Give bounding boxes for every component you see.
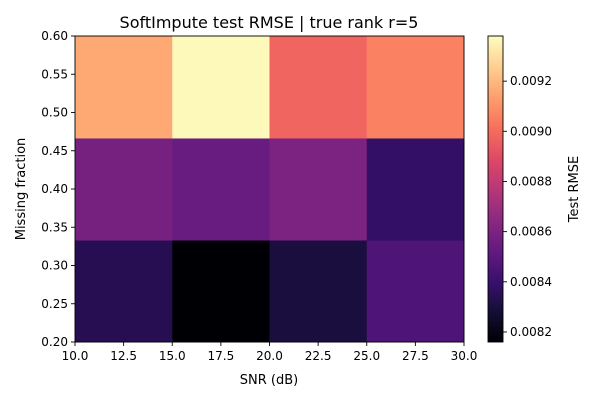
chart-title: SoftImpute test RMSE | true rank r=5 xyxy=(120,13,419,32)
colorbar-tick-label: 0.0092 xyxy=(510,74,552,88)
y-tick-label: 0.45 xyxy=(41,144,68,158)
x-tick-label: 10.0 xyxy=(62,349,89,363)
y-tick-label: 0.50 xyxy=(41,106,68,120)
colorbar-tick-label: 0.0088 xyxy=(510,174,552,188)
heatmap-cell xyxy=(172,137,270,241)
y-axis-ticks: 0.20 0.25 0.30 0.35 0.40 0.45 0.50 0.55 0.60 xyxy=(41,29,75,349)
colorbar-label: Test RMSE xyxy=(567,156,582,223)
y-tick-label: 0.55 xyxy=(41,67,68,81)
colorbar-tick-label: 0.0084 xyxy=(510,275,552,289)
x-axis-ticks: 10.0 12.5 15.0 17.5 20.0 22.5 25.0 27.5 30.0 xyxy=(62,342,478,363)
y-tick-label: 0.60 xyxy=(41,29,68,43)
x-tick-label: 15.0 xyxy=(159,349,186,363)
heatmap-cell xyxy=(75,240,173,343)
heatmap-cell xyxy=(269,240,368,343)
y-tick-label: 0.20 xyxy=(41,335,68,349)
colorbar xyxy=(487,35,504,343)
x-axis-label: SNR (dB) xyxy=(240,373,298,388)
y-tick-label: 0.25 xyxy=(41,297,68,311)
heatmap-cell xyxy=(366,240,465,343)
heatmap-cell xyxy=(172,240,270,343)
y-tick-label: 0.30 xyxy=(41,259,68,273)
heatmap-cell xyxy=(269,137,368,241)
y-tick-label: 0.35 xyxy=(41,220,68,234)
x-tick-label: 12.5 xyxy=(110,349,137,363)
y-tick-label: 0.40 xyxy=(41,182,68,196)
x-tick-label: 30.0 xyxy=(451,349,478,363)
x-tick-label: 17.5 xyxy=(208,349,235,363)
x-tick-label: 20.0 xyxy=(256,349,283,363)
heatmap-cells xyxy=(75,36,465,343)
heatmap-cell xyxy=(75,137,173,241)
heatmap-cell xyxy=(269,36,368,139)
heatmap-cell xyxy=(366,137,465,241)
heatmap-cell xyxy=(75,36,173,139)
y-axis-label: Missing fraction xyxy=(14,138,29,241)
colorbar-ticks: 0.0082 0.0084 0.0086 0.0088 0.0090 0.0092 xyxy=(503,74,552,339)
x-tick-label: 22.5 xyxy=(305,349,332,363)
heatmap-cell xyxy=(366,36,465,139)
colorbar-tick-label: 0.0082 xyxy=(510,325,552,339)
heatmap-cell xyxy=(172,36,270,139)
x-tick-label: 25.0 xyxy=(353,349,380,363)
colorbar-tick-label: 0.0086 xyxy=(510,225,552,239)
colorbar-tick-label: 0.0090 xyxy=(510,124,552,138)
x-tick-label: 27.5 xyxy=(402,349,429,363)
